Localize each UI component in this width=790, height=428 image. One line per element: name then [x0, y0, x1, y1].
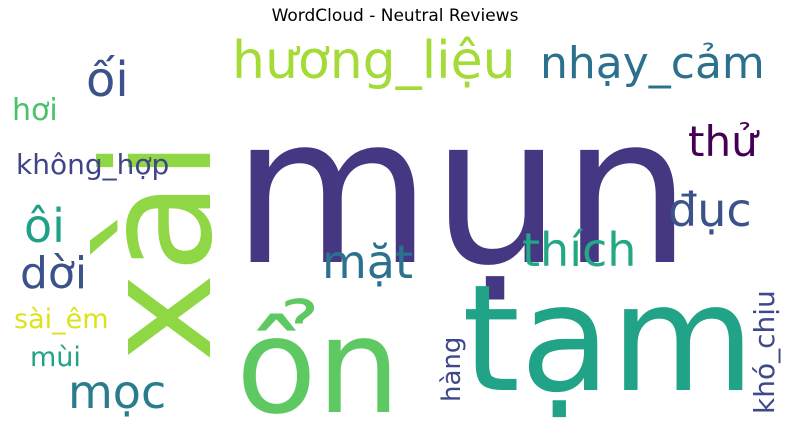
word-9: thử — [688, 117, 760, 166]
word-11: ôi — [24, 199, 65, 253]
word-8: không_hợp — [16, 148, 169, 181]
word-19: khó_chịu — [748, 290, 781, 414]
figure-title: WordCloud - Neutral Reviews — [271, 6, 519, 26]
word-7: hơi — [12, 93, 58, 128]
word-2: tạm — [462, 253, 755, 425]
word-10: đục — [668, 183, 752, 237]
word-0: mụn — [232, 73, 692, 311]
word-13: mặt — [322, 235, 413, 289]
word-4: hương_liệu — [232, 31, 516, 91]
word-18: hàng — [437, 337, 467, 402]
word-15: sài_êm — [14, 304, 109, 335]
word-16: mùi — [30, 342, 81, 373]
word-14: thích — [522, 223, 636, 277]
word-6: ối — [86, 52, 129, 108]
word-17: mọc — [68, 365, 166, 419]
word-5: nhạy_cảm — [540, 38, 765, 89]
word-3: ổn — [236, 290, 400, 428]
word-1: xài — [72, 140, 246, 362]
word-12: dời — [20, 248, 87, 299]
